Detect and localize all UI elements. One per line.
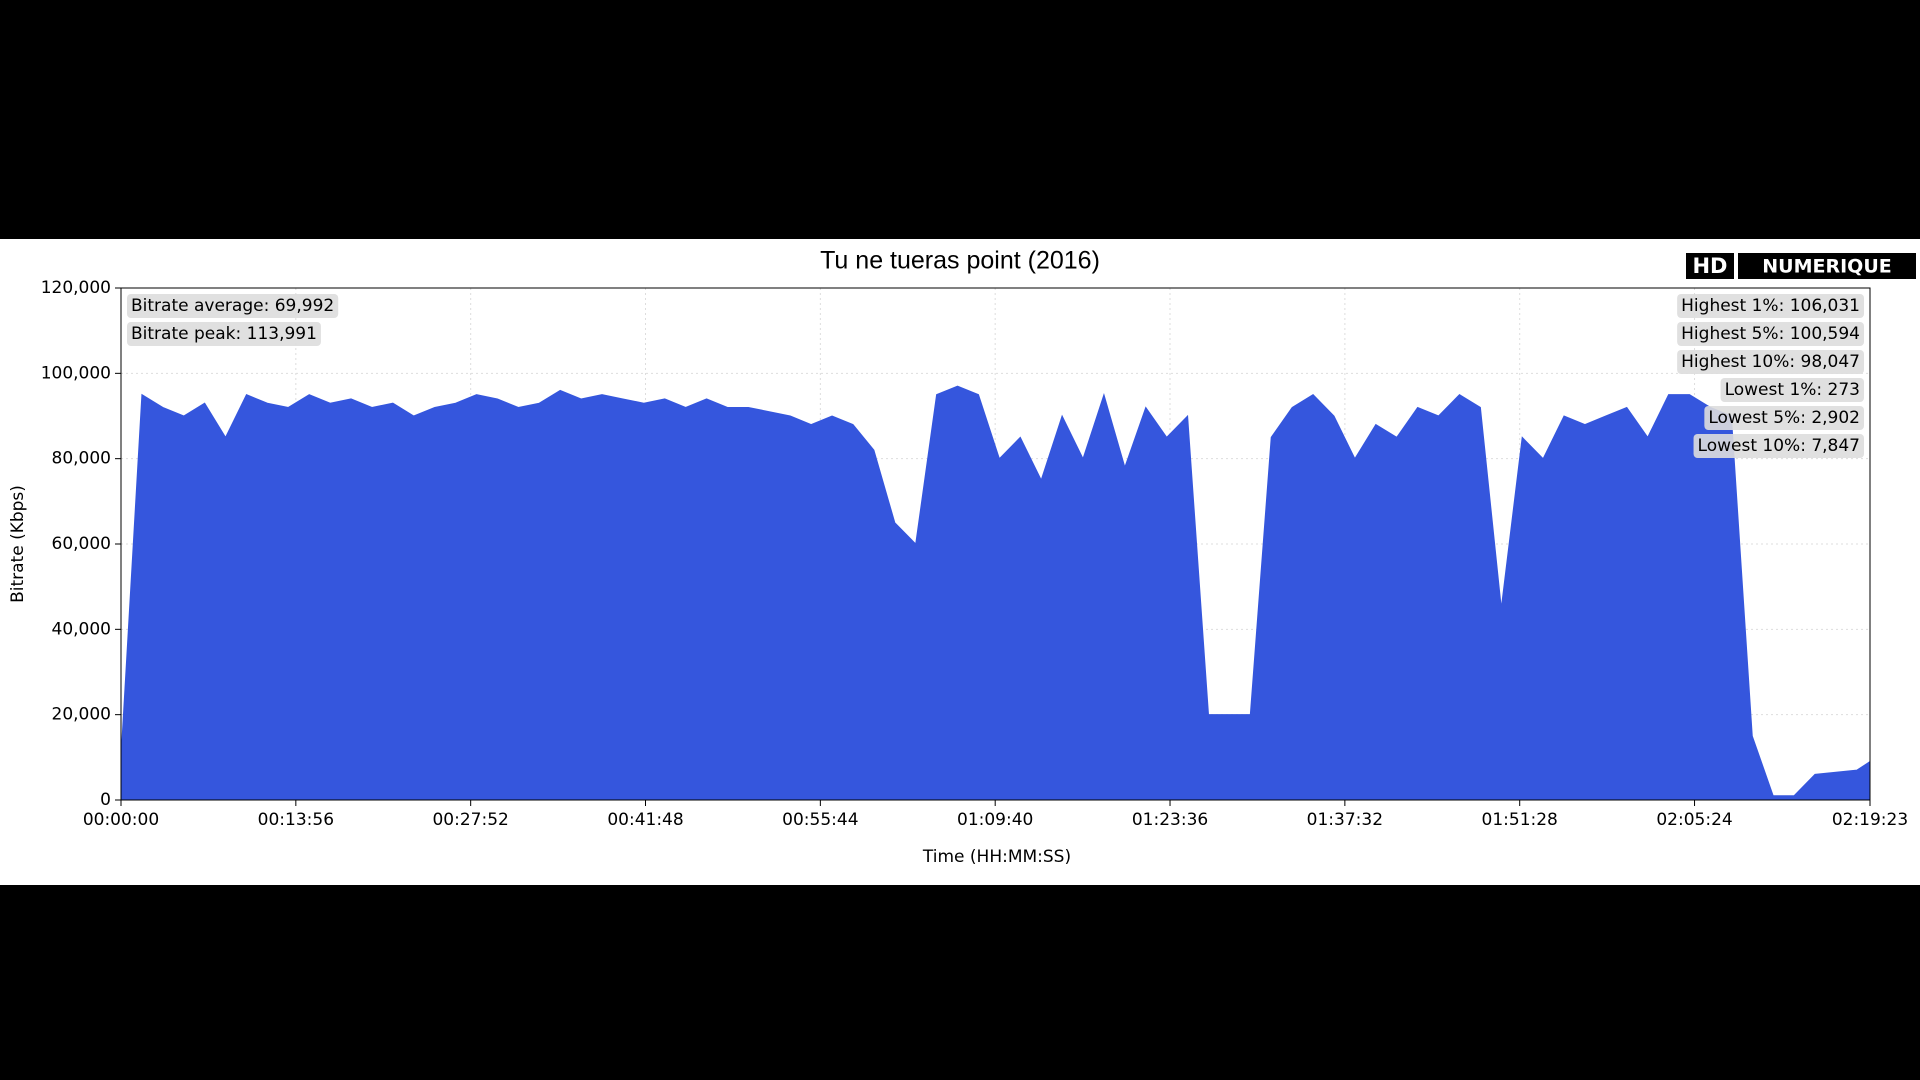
x-tick-label: 00:55:44 xyxy=(782,810,858,830)
annotation: Lowest 5%: 2,902 xyxy=(1704,406,1864,430)
x-tick-label: 02:05:24 xyxy=(1656,810,1732,830)
x-tick-label: 01:09:40 xyxy=(957,810,1033,830)
bitrate-area xyxy=(120,385,1871,801)
y-axis-label: Bitrate (Kbps) xyxy=(8,485,28,603)
logo-name: NUMERIQUE xyxy=(1762,256,1891,278)
annotation-box xyxy=(1704,406,1864,430)
chart-title: Tu ne tueras point (2016) xyxy=(820,247,1100,275)
annotation: Bitrate average: 69,992 xyxy=(127,294,339,318)
annotation-box xyxy=(1677,294,1864,318)
plot-frame xyxy=(120,287,1871,801)
annotation-box xyxy=(1720,378,1864,402)
x-tick-label: 01:51:28 xyxy=(1482,810,1558,830)
annotation: Highest 1%: 106,031 xyxy=(1677,294,1864,318)
y-tick-label: 80,000 xyxy=(52,449,111,469)
annotation-text: Lowest 1%: 273 xyxy=(1725,380,1860,400)
annotation-text: Lowest 5%: 2,902 xyxy=(1708,408,1860,428)
x-tick-label: 00:13:56 xyxy=(258,810,334,830)
x-tick-label: 01:37:32 xyxy=(1307,810,1383,830)
annotation-text: Bitrate average: 69,992 xyxy=(131,296,334,316)
logo-box xyxy=(1738,253,1916,279)
annotation-box xyxy=(1677,322,1864,346)
y-tick-label: 40,000 xyxy=(52,619,111,639)
x-tick-label: 00:41:48 xyxy=(607,810,683,830)
annotation: Highest 10%: 98,047 xyxy=(1677,350,1864,374)
y-tick-label: 100,000 xyxy=(41,363,111,383)
annotation-text: Highest 5%: 100,594 xyxy=(1681,324,1860,344)
x-tick-label: 00:27:52 xyxy=(432,810,508,830)
annotation-box xyxy=(1693,434,1864,458)
logo-box xyxy=(1686,253,1734,279)
logo-prefix: HD xyxy=(1692,254,1727,278)
annotation: Bitrate peak: 113,991 xyxy=(127,322,321,346)
x-tick-label: 00:00:00 xyxy=(83,810,159,830)
annotation-text: Lowest 10%: 7,847 xyxy=(1698,436,1860,456)
annotation-text: Highest 1%: 106,031 xyxy=(1681,296,1860,316)
annotation-box xyxy=(127,294,339,318)
y-tick-label: 20,000 xyxy=(52,705,111,725)
logo: HD NUMERIQUE xyxy=(1686,253,1916,279)
annotation-box xyxy=(127,322,321,346)
y-tick-label: 60,000 xyxy=(52,534,111,554)
annotation-text: Highest 10%: 98,047 xyxy=(1681,352,1860,372)
annotation: Highest 5%: 100,594 xyxy=(1677,322,1864,346)
x-axis-label: Time (HH:MM:SS) xyxy=(922,847,1071,867)
annotation: Lowest 10%: 7,847 xyxy=(1693,434,1864,458)
annotation: Lowest 1%: 273 xyxy=(1720,378,1864,402)
x-tick-label: 01:23:36 xyxy=(1132,810,1208,830)
y-tick-label: 120,000 xyxy=(41,278,111,298)
x-tick-label: 02:19:23 xyxy=(1832,810,1908,830)
y-tick-label: 0 xyxy=(100,790,111,810)
annotation-box xyxy=(1677,350,1864,374)
annotation-text: Bitrate peak: 113,991 xyxy=(131,324,317,344)
